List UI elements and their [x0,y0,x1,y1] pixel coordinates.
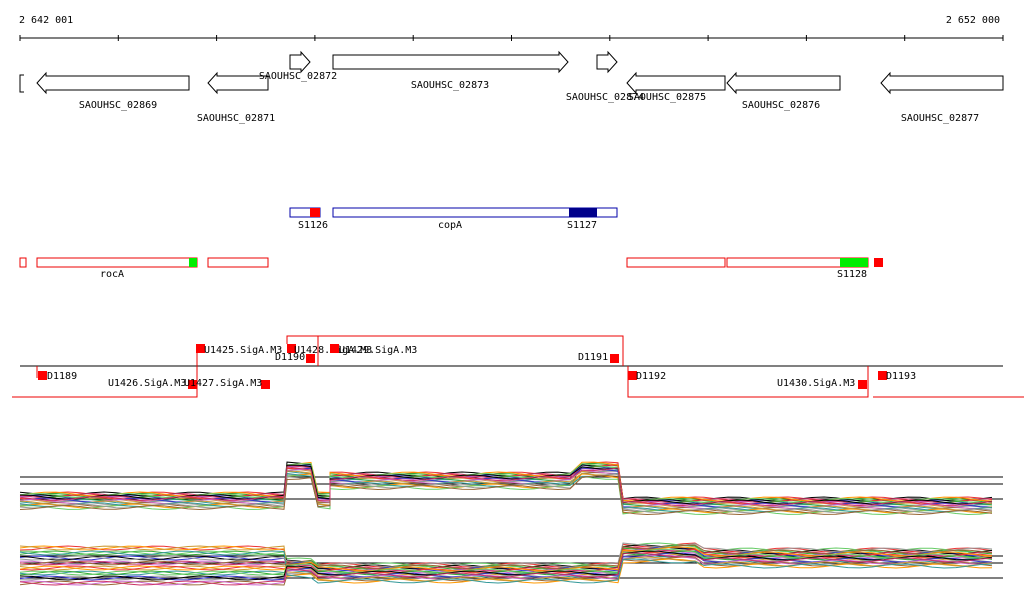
transcript-box [332,207,618,218]
promoter-label: D1192 [636,371,666,382]
profile-line [19,463,993,504]
profile-line [19,548,993,576]
profile-line [19,550,993,581]
gene-arrow [207,71,269,95]
profile-line [19,552,993,586]
transcript-label: S1128 [837,269,867,280]
transcript-feature [189,258,197,267]
profile-line [19,466,993,507]
gene-label: SAOUHSC_02871 [197,113,275,124]
promoter-mark [188,380,197,389]
promoter-mark [196,344,205,353]
gene-arrow [36,71,190,95]
profile-line [19,550,993,584]
transcript-label: copA [438,220,462,231]
promoter-label: D1191 [578,352,608,363]
promoter-label: U1429.SigA.M3 [339,345,417,356]
promoter-mark [610,354,619,363]
profile-line [19,545,993,582]
gene-label: SAOUHSC_02876 [742,100,820,111]
promoter-label: U1426.SigA.M3 [108,378,186,389]
promoter-label: D1190 [275,352,305,363]
expression-profiles [19,461,993,586]
promoter-mark [330,344,339,353]
gene-label: SAOUHSC_02869 [79,100,157,111]
gene-arrow [626,71,726,95]
profile-line [19,545,993,584]
promoter-mark [38,371,47,380]
profile-line [19,464,993,505]
promoter-label: U1427.SigA.M3 [184,378,262,389]
promoter-mark [858,380,867,389]
transcript-feature [569,208,597,217]
promoter-label: D1193 [886,371,916,382]
profile-line [19,542,993,568]
transcript-feature [874,258,883,267]
gene-stub [19,74,24,93]
profile-line [19,544,993,570]
gene-label: SAOUHSC_02872 [259,71,337,82]
gene-arrow [332,50,569,74]
promoter-label: D1189 [47,371,77,382]
transcript-box [19,257,27,268]
gene-label: SAOUHSC_02874 [566,92,644,103]
transcript-box [36,257,198,268]
transcript-label: S1127 [567,220,597,231]
gene-arrow [596,50,618,74]
gene-label: SAOUHSC_02873 [411,80,489,91]
profile-line [19,474,993,516]
profile-line [19,470,993,511]
profile-line [19,544,993,570]
transcript-label: rocA [100,269,124,280]
transcript-feature [840,258,868,267]
profile-line [19,461,993,502]
promoter-mark [261,380,270,389]
gene-arrow [726,71,841,95]
promoter-mark [878,371,887,380]
transcript-label: S1126 [298,220,328,231]
profile-line [19,554,993,581]
transcript-box [626,257,726,268]
gene-label: SAOUHSC_02875 [628,92,706,103]
promoter-mark [306,354,315,363]
ruler-start: 2 642 001 [19,15,73,26]
transcript-box [207,257,269,268]
gene-arrow [880,71,1004,95]
promoter-lines [12,335,1024,398]
ruler-end: 2 652 000 [946,15,1000,26]
gene-label: SAOUHSC_02877 [901,113,979,124]
promoter-label: U1425.SigA.M3 [204,345,282,356]
promoter-mark [628,371,637,380]
gene-arrow [289,50,311,74]
transcript-feature [310,208,320,217]
promoter-label: U1430.SigA.M3 [777,378,855,389]
promoter-mark [287,344,296,353]
